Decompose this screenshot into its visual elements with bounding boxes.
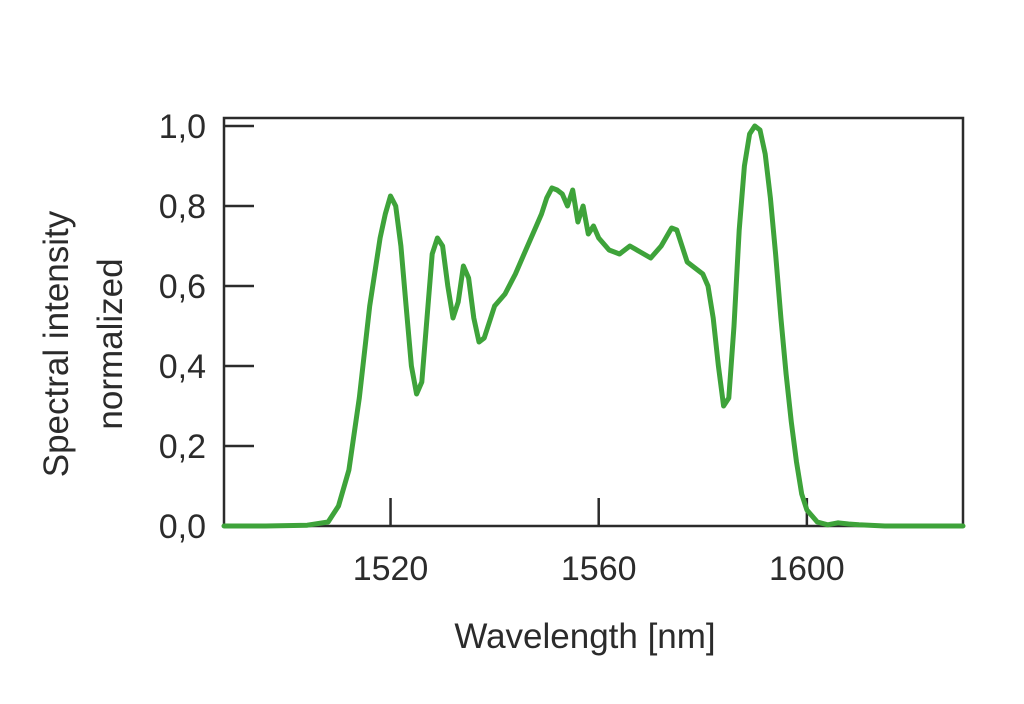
- x-tick-label: 1560: [561, 550, 637, 588]
- y-tick-label: 0,6: [159, 268, 206, 306]
- y-tick-label: 1,0: [159, 108, 206, 146]
- spectrum-line: [221, 123, 966, 529]
- y-tick-label: 0,8: [159, 188, 206, 226]
- y-axis-label-line-1: Spectral intensity: [37, 210, 76, 477]
- plot-frame: [222, 116, 965, 528]
- y-tick-label: 0,0: [159, 508, 206, 546]
- y-axis-label-line-2: normalized: [91, 258, 130, 429]
- y-axis-ticks: 0,0 0,2 0,4 0,6 0,8 1,0: [159, 108, 254, 546]
- y-tick-label: 0,2: [159, 428, 206, 466]
- y-tick-label: 0,4: [159, 348, 206, 386]
- x-tick-label: 1520: [353, 550, 429, 588]
- x-tick-label: 1600: [769, 550, 845, 588]
- x-axis-label: Wavelength [nm]: [454, 617, 715, 656]
- x-axis-ticks: 1520 1560 1600: [353, 498, 845, 588]
